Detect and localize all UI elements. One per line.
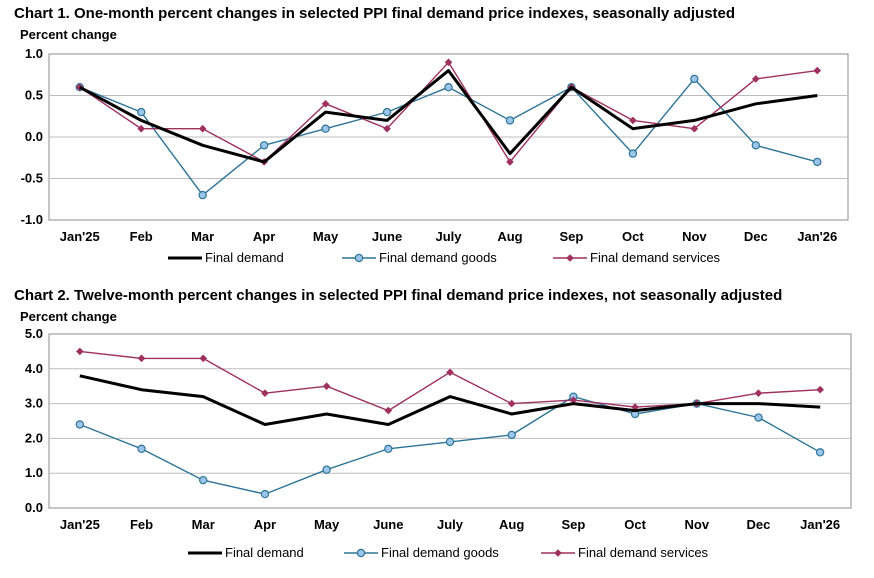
chart-1-data-point — [321, 100, 330, 108]
chart-2-data-point — [816, 385, 824, 394]
chart-2-data-point — [446, 368, 454, 377]
chart-2-x-tick-label: Aug — [499, 517, 524, 532]
chart-2-y-tick-label: 3.0 — [25, 396, 43, 411]
chart-2-data-point — [137, 444, 146, 454]
chart-1-x-tick-label: May — [313, 229, 339, 244]
chart-2-data-point — [815, 448, 825, 457]
chart-1-x-tick-label: Aug — [497, 229, 522, 244]
chart-1-data-point — [198, 124, 207, 133]
chart-2-x-tick-label: Nov — [684, 517, 709, 532]
chart-1-y-tick-label: -0.5 — [21, 171, 43, 186]
chart-2-x-tick-label: Mar — [192, 517, 215, 532]
chart-2-data-point — [322, 465, 331, 474]
chart-1-data-point — [752, 75, 760, 83]
chart-2-y-tick-label: 2.0 — [25, 430, 43, 445]
chart-1-y-tick-label: 1.0 — [25, 46, 43, 61]
chart-1-x-tick-label: Sep — [560, 229, 584, 244]
chart-2: Percent change 5.0 4.0 3.0 2.0 1.0 0.0 Jan'25 Fe… — [20, 309, 852, 560]
chart-2-legend-marker — [554, 549, 562, 557]
chart-2-y-axis-label: Percent change — [20, 309, 117, 324]
chart-1-title: Chart 1. One-month percent changes in se… — [14, 5, 736, 22]
chart-2-data-point — [384, 406, 393, 415]
chart-1-data-point — [813, 66, 822, 75]
chart-2-x-tick-label: Dec — [747, 517, 771, 532]
chart-1-data-point — [444, 82, 453, 92]
chart-2-plot-frame — [48, 333, 852, 509]
chart-2-x-tick-label: Sep — [561, 517, 585, 532]
chart-1-data-point — [751, 141, 761, 150]
chart-1-legend-marker — [354, 253, 364, 263]
chart-1-x-tick-label: Nov — [682, 229, 707, 244]
chart-1-x-tick-label: Feb — [130, 229, 153, 244]
chart-2-data-point — [322, 382, 331, 390]
chart-1-y-tick-label: -1.0 — [21, 212, 43, 227]
chart-2-data-point — [754, 413, 763, 422]
chart-2-x-tick-label: July — [437, 517, 464, 532]
chart-2-y-tick-label: 4.0 — [25, 361, 43, 376]
chart-2-series-line — [79, 350, 821, 412]
chart-1-series-line — [79, 61, 818, 163]
chart-2-data-point — [75, 420, 85, 429]
chart-1-data-point — [136, 107, 146, 117]
chart-2-data-point — [137, 354, 146, 363]
chart-1-series-line — [78, 69, 818, 164]
chart-1-data-point — [137, 124, 145, 133]
chart-1-y-axis-label: Percent change — [20, 27, 117, 42]
chart-2-x-tick-label: Feb — [130, 517, 153, 532]
chart-2-data-point — [754, 389, 763, 397]
chart-1-x-tick-label: Oct — [622, 229, 644, 244]
chart-2-data-point — [260, 489, 270, 499]
chart-1-y-tick-label: 0.5 — [25, 88, 43, 103]
chart-1-data-point — [628, 149, 638, 158]
chart-2-series-line — [79, 374, 821, 426]
chart-2-x-tick-label: June — [373, 517, 403, 532]
chart-2-x-tick-label: Apr — [254, 517, 276, 532]
chart-1-data-point — [321, 124, 330, 133]
chart-1-data-point — [629, 116, 637, 125]
chart-2-y-tick-label: 1.0 — [25, 465, 43, 480]
chart-1-y-tick-label: 0.0 — [25, 129, 43, 144]
chart-1-data-point — [198, 190, 207, 200]
chart-1-data-point — [259, 141, 269, 150]
chart-2-legend-label: Final demand — [225, 545, 304, 560]
chart-2-x-tick-label: May — [314, 517, 340, 532]
chart-2-title: Chart 2. Twelve-month percent changes in… — [14, 287, 783, 304]
chart-1-data-point — [444, 58, 453, 67]
chart-1-data-point — [690, 74, 699, 84]
chart-1-x-tick-label: Jan'26 — [797, 229, 837, 244]
chart-1-legend-label: Final demand goods — [379, 250, 497, 265]
chart-2-data-point — [569, 396, 578, 404]
chart-2-x-tick-label: Jan'26 — [800, 517, 840, 532]
chart-1-data-point — [382, 107, 392, 117]
chart-2-data-point — [199, 475, 208, 485]
chart-1-x-tick-label: Dec — [744, 229, 768, 244]
chart-1-x-tick-label: Apr — [253, 229, 275, 244]
chart-1-x-tick-label: June — [372, 229, 402, 244]
chart-2-x-tick-label: Oct — [624, 517, 646, 532]
chart-1-legend-label: Final demand services — [590, 250, 721, 265]
chart-2-legend-label: Final demand goods — [381, 545, 499, 560]
chart-1: Percent change 1.0 0.5 0.0 -0.5 -1.0 Jan'25 Feb… — [20, 27, 849, 265]
chart-2-legend-marker — [356, 548, 366, 558]
chart-2-y-tick-label: 5.0 — [25, 326, 43, 341]
chart-2-data-point — [507, 399, 516, 408]
chart-1-x-tick-label: July — [435, 229, 462, 244]
chart-2-data-point — [445, 437, 455, 447]
chart-1-x-tick-label: Jan'25 — [60, 229, 100, 244]
chart-1-data-point — [813, 157, 822, 167]
chart-2-y-tick-label: 0.0 — [25, 500, 43, 515]
chart-2-data-point — [384, 444, 393, 454]
chart-2-legend-label: Final demand services — [578, 545, 709, 560]
chart-2-data-point — [261, 389, 269, 397]
chart-2-data-point — [199, 354, 208, 363]
chart-2-data-point — [507, 430, 516, 440]
chart-2-x-tick-label: Jan'25 — [60, 517, 100, 532]
chart-2-data-point — [76, 347, 84, 356]
chart-1-legend-marker — [566, 254, 574, 262]
chart-1-data-point — [506, 158, 514, 166]
chart-1-legend-label: Final demand — [205, 250, 284, 265]
chart-1-x-tick-label: Mar — [191, 229, 214, 244]
chart-1-data-point — [505, 116, 515, 125]
